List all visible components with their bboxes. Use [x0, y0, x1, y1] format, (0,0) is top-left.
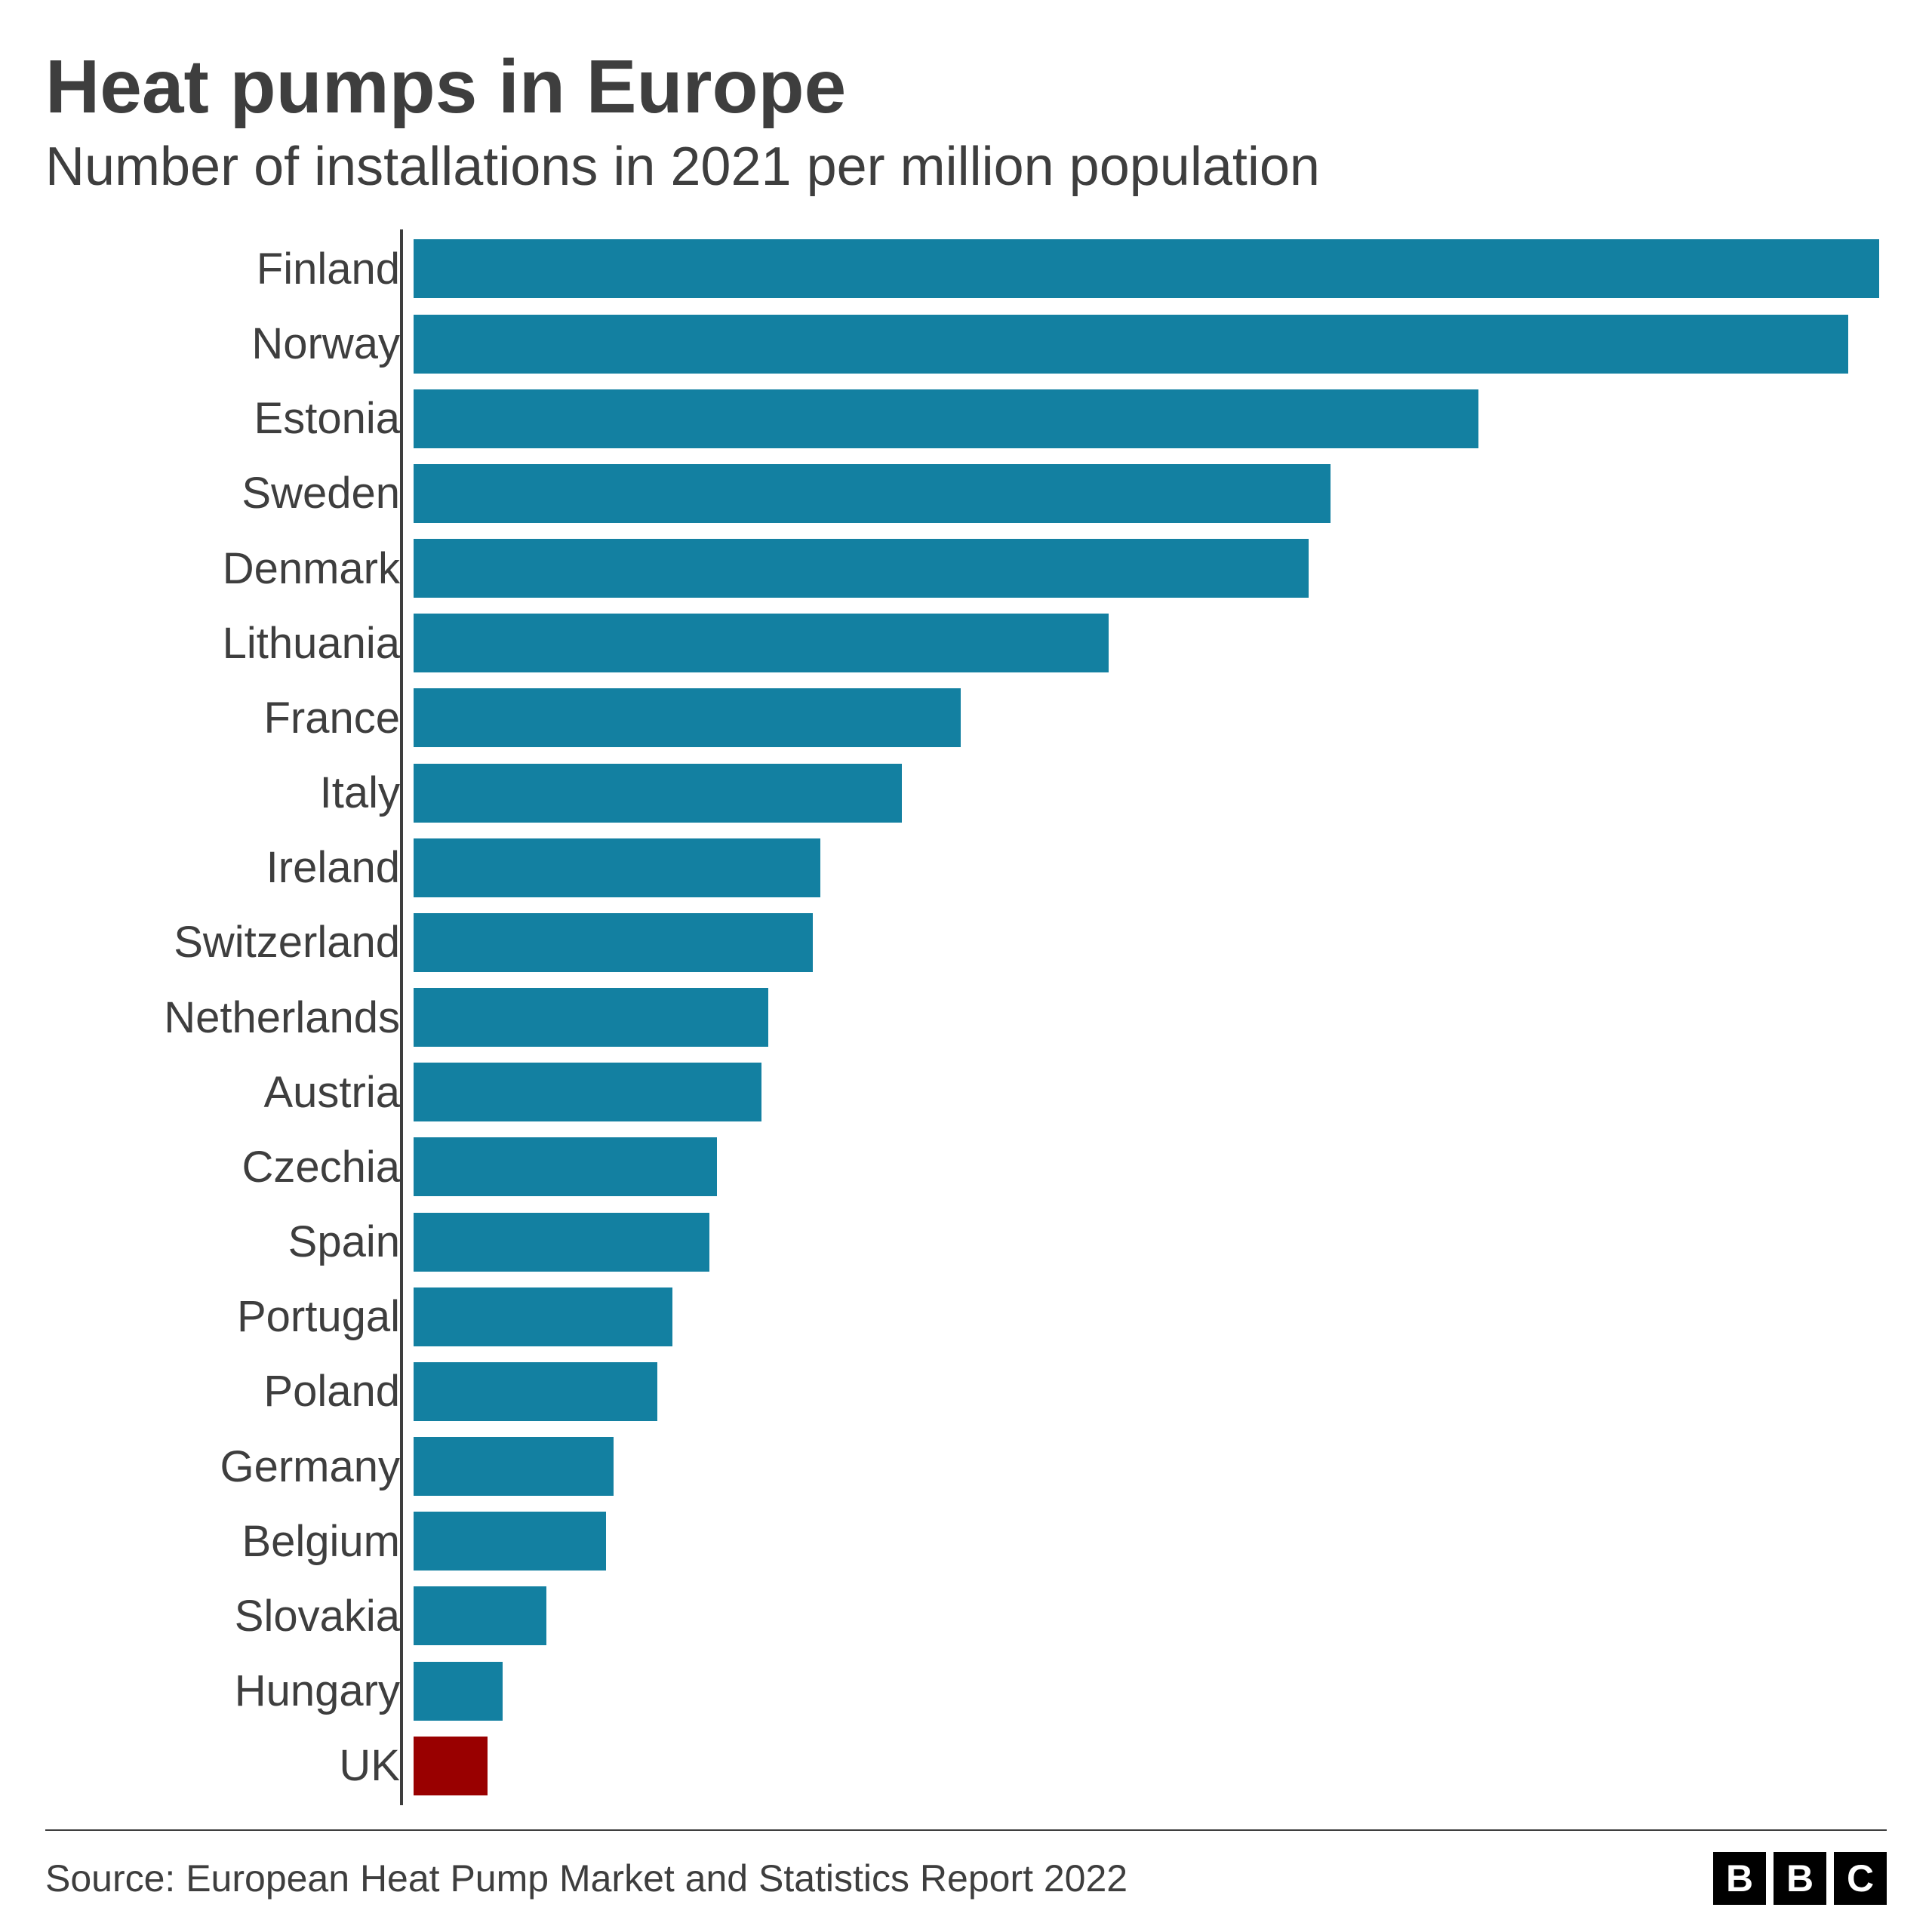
bar	[414, 1662, 503, 1721]
bar	[414, 1287, 672, 1346]
chart-row: Italy	[403, 760, 1879, 826]
bar-label: Germany	[45, 1441, 414, 1492]
chart-container: Heat pumps in Europe Number of installat…	[0, 0, 1932, 1932]
bar-label: Norway	[45, 318, 414, 369]
bar	[414, 464, 1331, 523]
bbc-logo-block: B	[1713, 1852, 1766, 1905]
chart-row: Netherlands	[403, 984, 1879, 1051]
bar	[414, 539, 1309, 598]
chart-row: France	[403, 685, 1879, 751]
bar	[414, 1213, 709, 1272]
chart-row: Lithuania	[403, 610, 1879, 676]
chart-row: Slovakia	[403, 1583, 1879, 1649]
bar-label: Portugal	[45, 1291, 414, 1342]
chart-row: Switzerland	[403, 909, 1879, 976]
bar	[414, 389, 1478, 448]
bar	[414, 764, 902, 823]
chart-row: Portugal	[403, 1284, 1879, 1350]
chart-row: UK	[403, 1733, 1879, 1799]
bar	[414, 838, 820, 897]
bar	[414, 239, 1879, 298]
bar	[414, 988, 768, 1047]
bar-label: Czechia	[45, 1142, 414, 1192]
bar-highlight	[414, 1737, 488, 1795]
bar-label: Sweden	[45, 468, 414, 518]
bar-label: Denmark	[45, 543, 414, 594]
bars-group: Finland Norway Estonia Sweden Denmark Lithuan…	[403, 235, 1879, 1799]
bar	[414, 688, 961, 747]
bar	[414, 1063, 761, 1121]
bar-label: Austria	[45, 1067, 414, 1118]
bar	[414, 1362, 657, 1421]
bar-label: Lithuania	[45, 618, 414, 669]
bar-label: Hungary	[45, 1666, 414, 1716]
chart-row: Czechia	[403, 1134, 1879, 1200]
chart-row: Sweden	[403, 460, 1879, 527]
bar	[414, 1437, 614, 1496]
bar	[414, 1512, 606, 1571]
chart-footer: Source: European Heat Pump Market and St…	[45, 1829, 1887, 1932]
chart-row: Denmark	[403, 535, 1879, 601]
bar-label: Netherlands	[45, 992, 414, 1043]
bar	[414, 1137, 717, 1196]
bar-label: Belgium	[45, 1516, 414, 1567]
bar-label: Italy	[45, 768, 414, 818]
bar	[414, 614, 1109, 672]
bbc-logo-block: B	[1774, 1852, 1826, 1905]
plot-area: Finland Norway Estonia Sweden Denmark Lithuan…	[400, 229, 1879, 1805]
chart-row: Poland	[403, 1358, 1879, 1425]
chart-row: Norway	[403, 311, 1879, 377]
bar-label: Ireland	[45, 842, 414, 893]
bar-label: Estonia	[45, 393, 414, 444]
bar-label: Switzerland	[45, 917, 414, 968]
chart-title: Heat pumps in Europe	[45, 45, 1887, 128]
chart-subtitle: Number of installations in 2021 per mill…	[45, 134, 1887, 199]
bar-label: France	[45, 693, 414, 743]
chart-row: Ireland	[403, 835, 1879, 901]
bar	[414, 1586, 546, 1645]
chart-row: Estonia	[403, 386, 1879, 452]
chart-row: Spain	[403, 1209, 1879, 1275]
bbc-logo: BBC	[1713, 1852, 1887, 1905]
bar-label: Finland	[45, 244, 414, 294]
bar-label: Spain	[45, 1217, 414, 1267]
bar-label: UK	[45, 1740, 414, 1791]
chart-area: Finland Norway Estonia Sweden Denmark Lithuan…	[45, 229, 1887, 1805]
bar-label: Slovakia	[45, 1591, 414, 1641]
chart-row: Finland	[403, 235, 1879, 302]
chart-row: Hungary	[403, 1658, 1879, 1724]
chart-row: Germany	[403, 1433, 1879, 1500]
bar	[414, 913, 813, 972]
chart-row: Belgium	[403, 1508, 1879, 1574]
chart-row: Austria	[403, 1059, 1879, 1125]
bbc-logo-block: C	[1834, 1852, 1887, 1905]
source-text: Source: European Heat Pump Market and St…	[45, 1857, 1128, 1900]
bar-label: Poland	[45, 1366, 414, 1417]
bar	[414, 315, 1848, 374]
